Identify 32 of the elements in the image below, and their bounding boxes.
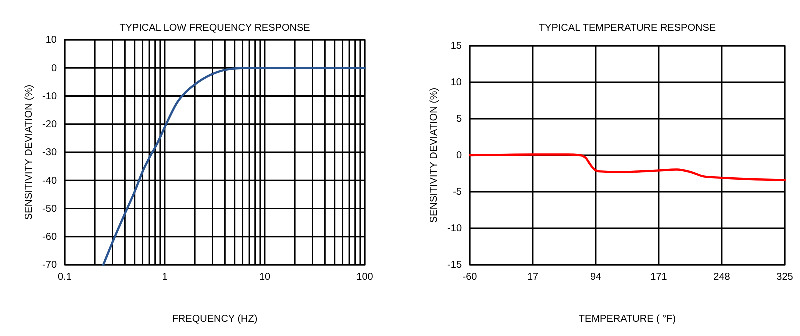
chart-title: TYPICAL TEMPERATURE RESPONSE: [538, 23, 716, 34]
y-tick-label: 10: [450, 78, 462, 89]
x-axis-title: TEMPERATURE ( °F): [578, 314, 676, 325]
y-axis-title: SENSITIVITY DEVIATION (%): [429, 88, 440, 224]
x-tick-label: 10: [259, 272, 271, 284]
y-tick-label: -15: [448, 260, 462, 272]
y-axis-title: SENSITIVITY DEVIATION (%): [24, 84, 35, 220]
y-tick-label: -40: [42, 176, 58, 187]
y-tick-label: -5: [453, 187, 462, 198]
x-tick-label: 1: [162, 272, 168, 284]
y-tick-label: -60: [42, 232, 58, 244]
x-tick-label: 100: [356, 272, 374, 284]
y-tick-label: 0: [51, 63, 58, 74]
x-tick-label: 248: [714, 272, 731, 284]
y-tick-label: -20: [42, 120, 58, 131]
x-tick-label: 171: [650, 272, 668, 284]
x-tick-label: 17: [527, 272, 539, 284]
y-tick-label: -30: [42, 148, 58, 159]
y-tick-label: 5: [456, 114, 462, 126]
y-tick-label: -10: [42, 91, 58, 102]
y-tick-label: -50: [42, 204, 58, 215]
x-axis-title: FREQUENCY (HZ): [172, 314, 258, 325]
line-series: [468, 154, 786, 182]
y-tick-label: 10: [46, 35, 58, 46]
y-tick-label: -70: [42, 260, 58, 272]
chart-title: TYPICAL LOW FREQUENCY RESPONSE: [120, 23, 311, 34]
y-tick-label: -10: [448, 224, 462, 235]
x-tick-label: 325: [776, 272, 794, 284]
y-tick-label: 0: [456, 150, 462, 162]
y-tick-label: 15: [450, 41, 462, 52]
x-tick-label: 0.1: [58, 272, 72, 284]
x-tick-label: 94: [590, 272, 602, 284]
